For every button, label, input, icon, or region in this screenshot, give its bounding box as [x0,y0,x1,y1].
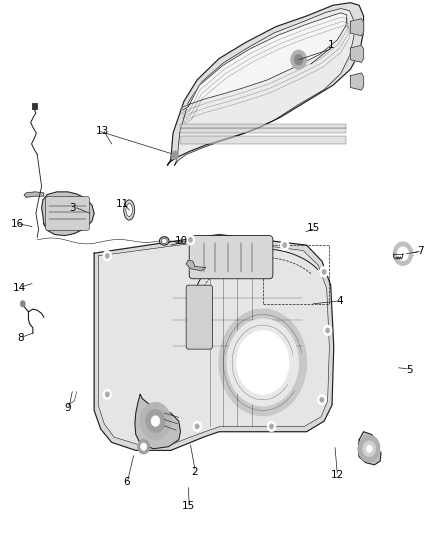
Circle shape [186,235,195,245]
Polygon shape [186,260,206,271]
Text: 10: 10 [175,236,188,246]
Circle shape [29,280,35,287]
Text: 5: 5 [406,366,413,375]
Circle shape [322,269,326,274]
Circle shape [267,421,276,432]
FancyBboxPatch shape [189,236,273,279]
Circle shape [141,443,147,450]
Circle shape [140,402,171,440]
Circle shape [103,389,112,400]
Text: 9: 9 [64,403,71,413]
Polygon shape [99,240,329,445]
Text: 7: 7 [417,246,424,255]
FancyBboxPatch shape [46,197,89,230]
Circle shape [320,266,328,277]
Text: 14: 14 [13,283,26,293]
FancyBboxPatch shape [32,103,37,109]
FancyBboxPatch shape [180,136,346,144]
Circle shape [172,151,179,159]
FancyBboxPatch shape [180,128,346,133]
Text: 11: 11 [116,199,129,208]
Polygon shape [24,192,44,197]
Text: 3: 3 [69,203,76,213]
Circle shape [237,330,289,394]
Circle shape [188,237,193,243]
Circle shape [20,301,25,307]
Text: 6: 6 [124,478,131,487]
Circle shape [193,421,201,432]
Polygon shape [167,3,364,165]
Circle shape [283,243,287,248]
Text: 12: 12 [331,471,344,480]
Circle shape [280,240,289,251]
Circle shape [291,50,307,69]
Circle shape [294,54,303,65]
Polygon shape [135,394,180,449]
Circle shape [195,424,199,429]
Circle shape [105,392,110,397]
Circle shape [380,445,386,453]
Circle shape [105,253,110,259]
Polygon shape [350,45,364,62]
Circle shape [325,328,330,333]
Circle shape [151,416,160,426]
FancyBboxPatch shape [186,285,212,349]
Circle shape [227,319,299,406]
Polygon shape [350,73,364,90]
Circle shape [318,394,326,405]
Circle shape [366,445,372,453]
Circle shape [29,223,35,230]
Circle shape [393,242,413,265]
Polygon shape [180,13,347,110]
Polygon shape [42,192,94,236]
Circle shape [269,424,274,429]
FancyBboxPatch shape [180,124,346,128]
Polygon shape [350,19,364,36]
Text: 13: 13 [96,126,110,135]
Text: 16: 16 [11,219,24,229]
Circle shape [138,439,150,454]
Ellipse shape [126,204,132,216]
Circle shape [219,309,307,416]
Circle shape [146,409,165,433]
Polygon shape [358,432,381,465]
Circle shape [323,325,332,336]
Circle shape [103,251,112,261]
Text: 8: 8 [18,334,25,343]
Circle shape [363,441,376,457]
Text: 4: 4 [336,296,343,306]
Text: 15: 15 [307,223,320,233]
Circle shape [358,435,380,462]
Polygon shape [174,9,354,165]
Ellipse shape [124,200,134,220]
Ellipse shape [161,238,167,244]
Circle shape [303,228,309,236]
Text: 2: 2 [191,467,198,477]
Polygon shape [94,235,334,450]
Text: 15: 15 [182,502,195,511]
Text: 1: 1 [327,41,334,50]
Circle shape [397,247,409,261]
Circle shape [320,397,324,402]
Ellipse shape [159,237,169,245]
Circle shape [190,482,196,490]
